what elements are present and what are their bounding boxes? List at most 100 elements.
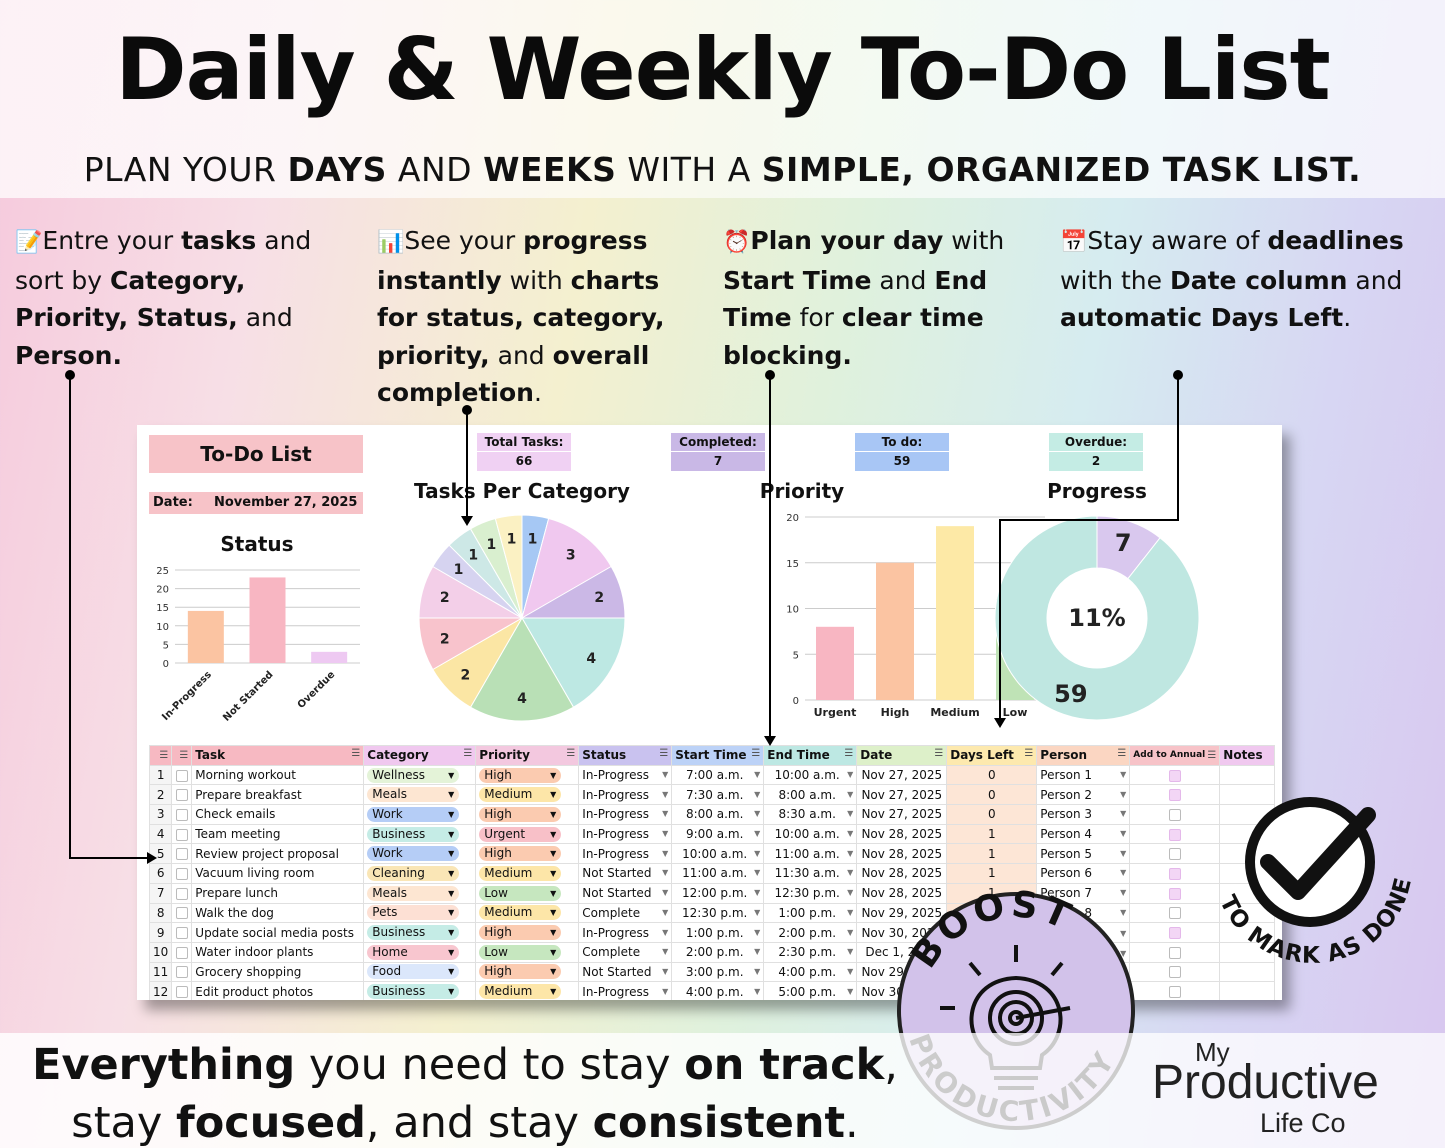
done-checkbox[interactable] [171,804,193,825]
category-cell[interactable]: Food ▼ [363,961,477,983]
end-time-cell[interactable]: 10:00 a.m. ▼ [763,764,858,786]
priority-cell[interactable]: High ▼ [475,804,580,825]
person-cell[interactable]: ▼ [1036,941,1131,963]
notes-cell[interactable] [1219,764,1276,786]
start-time-cell[interactable]: 4:00 p.m. ▼ [671,981,765,1000]
status-cell[interactable]: Not Started ▼ [578,882,673,904]
start-time-cell[interactable]: 2:00 p.m. ▼ [671,941,765,963]
start-time-cell[interactable]: 11:00 a.m. ▼ [671,863,765,884]
person-cell[interactable]: ▼ [1036,922,1131,943]
add-annual-checkbox[interactable] [1129,981,1221,1000]
table-row[interactable]: 1 Morning workout Wellness ▼ High ▼ In-Progres… [148,764,1276,786]
priority-cell[interactable]: Medium ▼ [475,784,580,806]
col-days-left[interactable]: Days Left ☰ [946,745,1038,766]
end-time-cell[interactable]: 8:00 a.m. ▼ [763,784,858,806]
date-cell[interactable]: Nov 28, 2025 [856,823,948,845]
task-cell[interactable]: Morning workout [191,764,365,786]
priority-cell[interactable]: High ▼ [475,922,580,943]
category-cell[interactable]: Business ▼ [363,981,477,1000]
start-time-cell[interactable]: 7:00 a.m. ▼ [671,764,765,786]
end-time-cell[interactable]: 12:30 p.m. ▼ [763,882,858,904]
table-row[interactable]: 2 Prepare breakfast Meals ▼ Medium ▼ In-Progre… [148,784,1276,806]
category-cell[interactable]: Work ▼ [363,843,477,865]
status-cell[interactable]: In-Progress ▼ [578,804,673,825]
table-row[interactable]: 3 Check emails Work ▼ High ▼ In-Progress ▼ 8:00 … [148,804,1276,825]
table-row[interactable]: 10 Water indoor plants Home ▼ Low ▼ Complete ▼ 2… [148,941,1276,963]
person-cell[interactable]: Person 5 ▼ [1036,843,1131,865]
notes-cell[interactable] [1219,804,1276,825]
status-cell[interactable]: In-Progress ▼ [578,823,673,845]
done-checkbox[interactable] [171,764,193,786]
notes-cell[interactable] [1219,823,1276,845]
category-cell[interactable]: Home ▼ [363,941,477,963]
start-time-cell[interactable]: 1:00 p.m. ▼ [671,922,765,943]
priority-cell[interactable]: Medium ▼ [475,902,580,924]
category-cell[interactable]: Pets ▼ [363,902,477,924]
status-cell[interactable]: Complete ▼ [578,902,673,924]
col-person[interactable]: Person ☰ [1036,745,1131,766]
status-cell[interactable]: In-Progress ▼ [578,764,673,786]
person-cell[interactable]: ▼ [1036,961,1131,983]
col-check[interactable]: ☰ [171,745,193,766]
done-checkbox[interactable] [171,902,193,924]
notes-cell[interactable] [1219,902,1276,924]
priority-cell[interactable]: High ▼ [475,843,580,865]
notes-cell[interactable] [1219,863,1276,884]
end-time-cell[interactable]: 1:00 p.m. ▼ [763,902,858,924]
add-annual-checkbox[interactable] [1129,784,1221,806]
task-cell[interactable]: Vacuum living room [191,863,365,884]
priority-cell[interactable]: High ▼ [475,961,580,983]
priority-cell[interactable]: Medium ▼ [475,981,580,1000]
priority-cell[interactable]: Urgent ▼ [475,823,580,845]
task-cell[interactable]: Check emails [191,804,365,825]
add-annual-checkbox[interactable] [1129,804,1221,825]
notes-cell[interactable] [1219,922,1276,943]
end-time-cell[interactable]: 8:30 a.m. ▼ [763,804,858,825]
add-annual-checkbox[interactable] [1129,823,1221,845]
status-cell[interactable]: Not Started ▼ [578,961,673,983]
person-cell[interactable]: Person 2 ▼ [1036,784,1131,806]
table-row[interactable]: 6 Vacuum living room Cleaning ▼ Medium ▼ Not S… [148,863,1276,884]
done-checkbox[interactable] [171,823,193,845]
add-annual-checkbox[interactable] [1129,863,1221,884]
status-cell[interactable]: In-Progress ▼ [578,981,673,1000]
add-annual-checkbox[interactable] [1129,843,1221,865]
date-cell[interactable]: Nov 28, 2025 [856,863,948,884]
end-time-cell[interactable]: 5:00 p.m. ▼ [763,981,858,1000]
task-cell[interactable]: Edit product photos [191,981,365,1000]
done-checkbox[interactable] [171,863,193,884]
table-row[interactable]: 8 Walk the dog Pets ▼ Medium ▼ Complete ▼ 12:30 … [148,902,1276,924]
task-cell[interactable]: Prepare breakfast [191,784,365,806]
table-row[interactable]: 12 Edit product photos Business ▼ Medium ▼ In-… [148,981,1276,1000]
notes-cell[interactable] [1219,981,1276,1000]
date-cell[interactable]: Nov 29, 2025 [856,902,948,924]
date-cell[interactable]: Nov 27, 2025 [856,764,948,786]
table-row[interactable]: 7 Prepare lunch Meals ▼ Low ▼ Not Started ▼ 12:0… [148,882,1276,904]
col-end-time[interactable]: End Time ☰ [763,745,858,766]
start-time-cell[interactable]: 10:00 a.m. ▼ [671,843,765,865]
col-start-time[interactable]: Start Time ☰ [671,745,765,766]
end-time-cell[interactable]: 10:00 a.m. ▼ [763,823,858,845]
col-priority[interactable]: Priority ☰ [475,745,580,766]
task-cell[interactable]: Walk the dog [191,902,365,924]
done-checkbox[interactable] [171,941,193,963]
category-cell[interactable]: Meals ▼ [363,784,477,806]
task-cell[interactable]: Team meeting [191,823,365,845]
start-time-cell[interactable]: 7:30 a.m. ▼ [671,784,765,806]
category-cell[interactable]: Meals ▼ [363,882,477,904]
date-cell[interactable]: Nov 27, 2025 [856,784,948,806]
person-cell[interactable]: Person 6 ▼ [1036,863,1131,884]
priority-cell[interactable]: High ▼ [475,764,580,786]
start-time-cell[interactable]: 8:00 a.m. ▼ [671,804,765,825]
status-cell[interactable]: In-Progress ▼ [578,843,673,865]
done-checkbox[interactable] [171,961,193,983]
end-time-cell[interactable]: 11:00 a.m. ▼ [763,843,858,865]
start-time-cell[interactable]: 3:00 p.m. ▼ [671,961,765,983]
date-cell[interactable]: Nov 30, 2025 [856,981,948,1000]
add-annual-checkbox[interactable] [1129,902,1221,924]
person-cell[interactable]: Person 4 ▼ [1036,823,1131,845]
person-cell[interactable]: Person 8 ▼ [1036,902,1131,924]
status-cell[interactable]: Complete ▼ [578,941,673,963]
done-checkbox[interactable] [171,981,193,1000]
add-annual-checkbox[interactable] [1129,882,1221,904]
